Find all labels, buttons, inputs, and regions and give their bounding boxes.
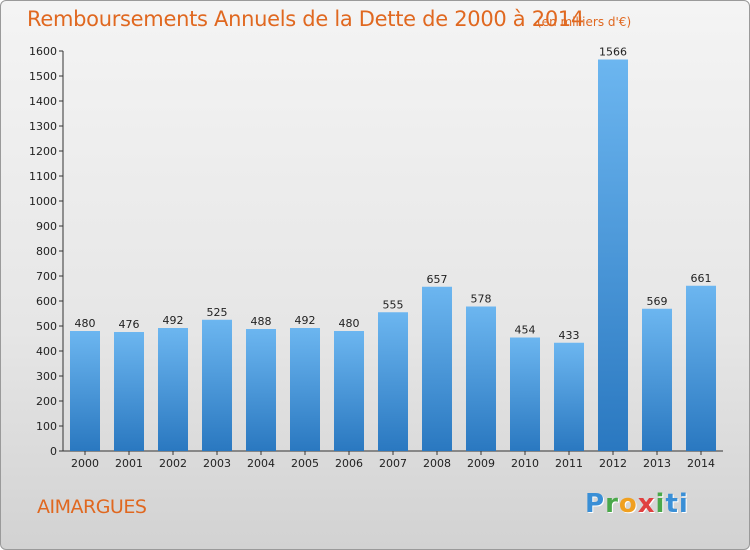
data-label-2006: 480: [339, 317, 360, 330]
x-tick-label-2003: 2003: [203, 457, 231, 470]
y-tick-label: 300: [36, 370, 57, 383]
data-label-2001: 476: [119, 318, 140, 331]
x-tick-label-2006: 2006: [335, 457, 363, 470]
y-tick-label: 900: [36, 220, 57, 233]
y-tick-label: 100: [36, 420, 57, 433]
unit-label: (en milliers d'€): [537, 15, 632, 29]
bar-2005: [290, 328, 320, 451]
bar-2003: [202, 319, 232, 451]
y-tick-label: 200: [36, 395, 57, 408]
bar-2002: [158, 328, 188, 451]
data-label-2013: 569: [647, 295, 668, 308]
bar-2000: [70, 331, 100, 451]
y-tick-label: 700: [36, 270, 57, 283]
chart-title: Remboursements Annuels de la Dette de 20…: [27, 7, 584, 31]
y-tick-label: 400: [36, 345, 57, 358]
y-tick-label: 600: [36, 295, 57, 308]
bar-2007: [378, 312, 408, 451]
bar-2012: [598, 59, 628, 451]
commune-name: AIMARGUES: [37, 496, 147, 518]
bar-2009: [466, 306, 496, 451]
data-label-2004: 488: [251, 315, 272, 328]
y-tick-label: 1200: [29, 145, 57, 158]
x-tick-label-2008: 2008: [423, 457, 451, 470]
data-label-2003: 525: [207, 306, 228, 319]
x-tick-label-2009: 2009: [467, 457, 495, 470]
bar-2008: [422, 286, 452, 451]
proxiti-logo[interactable]: Proxiti: [585, 489, 689, 519]
x-tick-label-2014: 2014: [687, 457, 715, 470]
data-label-2000: 480: [75, 317, 96, 330]
data-label-2009: 578: [471, 293, 492, 306]
y-tick-label: 800: [36, 245, 57, 258]
data-label-2012: 1566: [599, 46, 627, 59]
x-tick-label-2004: 2004: [247, 457, 275, 470]
x-tick-label-2002: 2002: [159, 457, 187, 470]
data-label-2007: 555: [383, 298, 404, 311]
y-tick-label: 1600: [29, 45, 57, 58]
x-tick-label-2013: 2013: [643, 457, 671, 470]
x-tick-label-2010: 2010: [511, 457, 539, 470]
x-tick-label-2011: 2011: [555, 457, 583, 470]
data-label-2005: 492: [295, 314, 316, 327]
y-tick-label: 1400: [29, 95, 57, 108]
data-label-2010: 454: [515, 324, 536, 337]
y-tick-label: 1300: [29, 120, 57, 133]
y-tick-label: 1000: [29, 195, 57, 208]
y-tick-label: 500: [36, 320, 57, 333]
y-tick-label: 0: [50, 445, 57, 458]
y-tick-label: 1100: [29, 170, 57, 183]
x-tick-label-2005: 2005: [291, 457, 319, 470]
x-tick-label-2000: 2000: [71, 457, 99, 470]
bar-2006: [334, 331, 364, 451]
bar-2010: [510, 337, 540, 451]
bar-2013: [642, 308, 672, 451]
bar-2001: [114, 332, 144, 451]
x-tick-label-2001: 2001: [115, 457, 143, 470]
data-label-2014: 661: [691, 272, 712, 285]
data-label-2011: 433: [559, 329, 580, 342]
bar-2014: [686, 285, 716, 451]
x-tick-label-2007: 2007: [379, 457, 407, 470]
y-tick-label: 1500: [29, 70, 57, 83]
x-tick-label-2012: 2012: [599, 457, 627, 470]
bar-2011: [554, 342, 584, 451]
data-label-2008: 657: [427, 273, 448, 286]
bar-2004: [246, 329, 276, 451]
data-label-2002: 492: [163, 314, 184, 327]
